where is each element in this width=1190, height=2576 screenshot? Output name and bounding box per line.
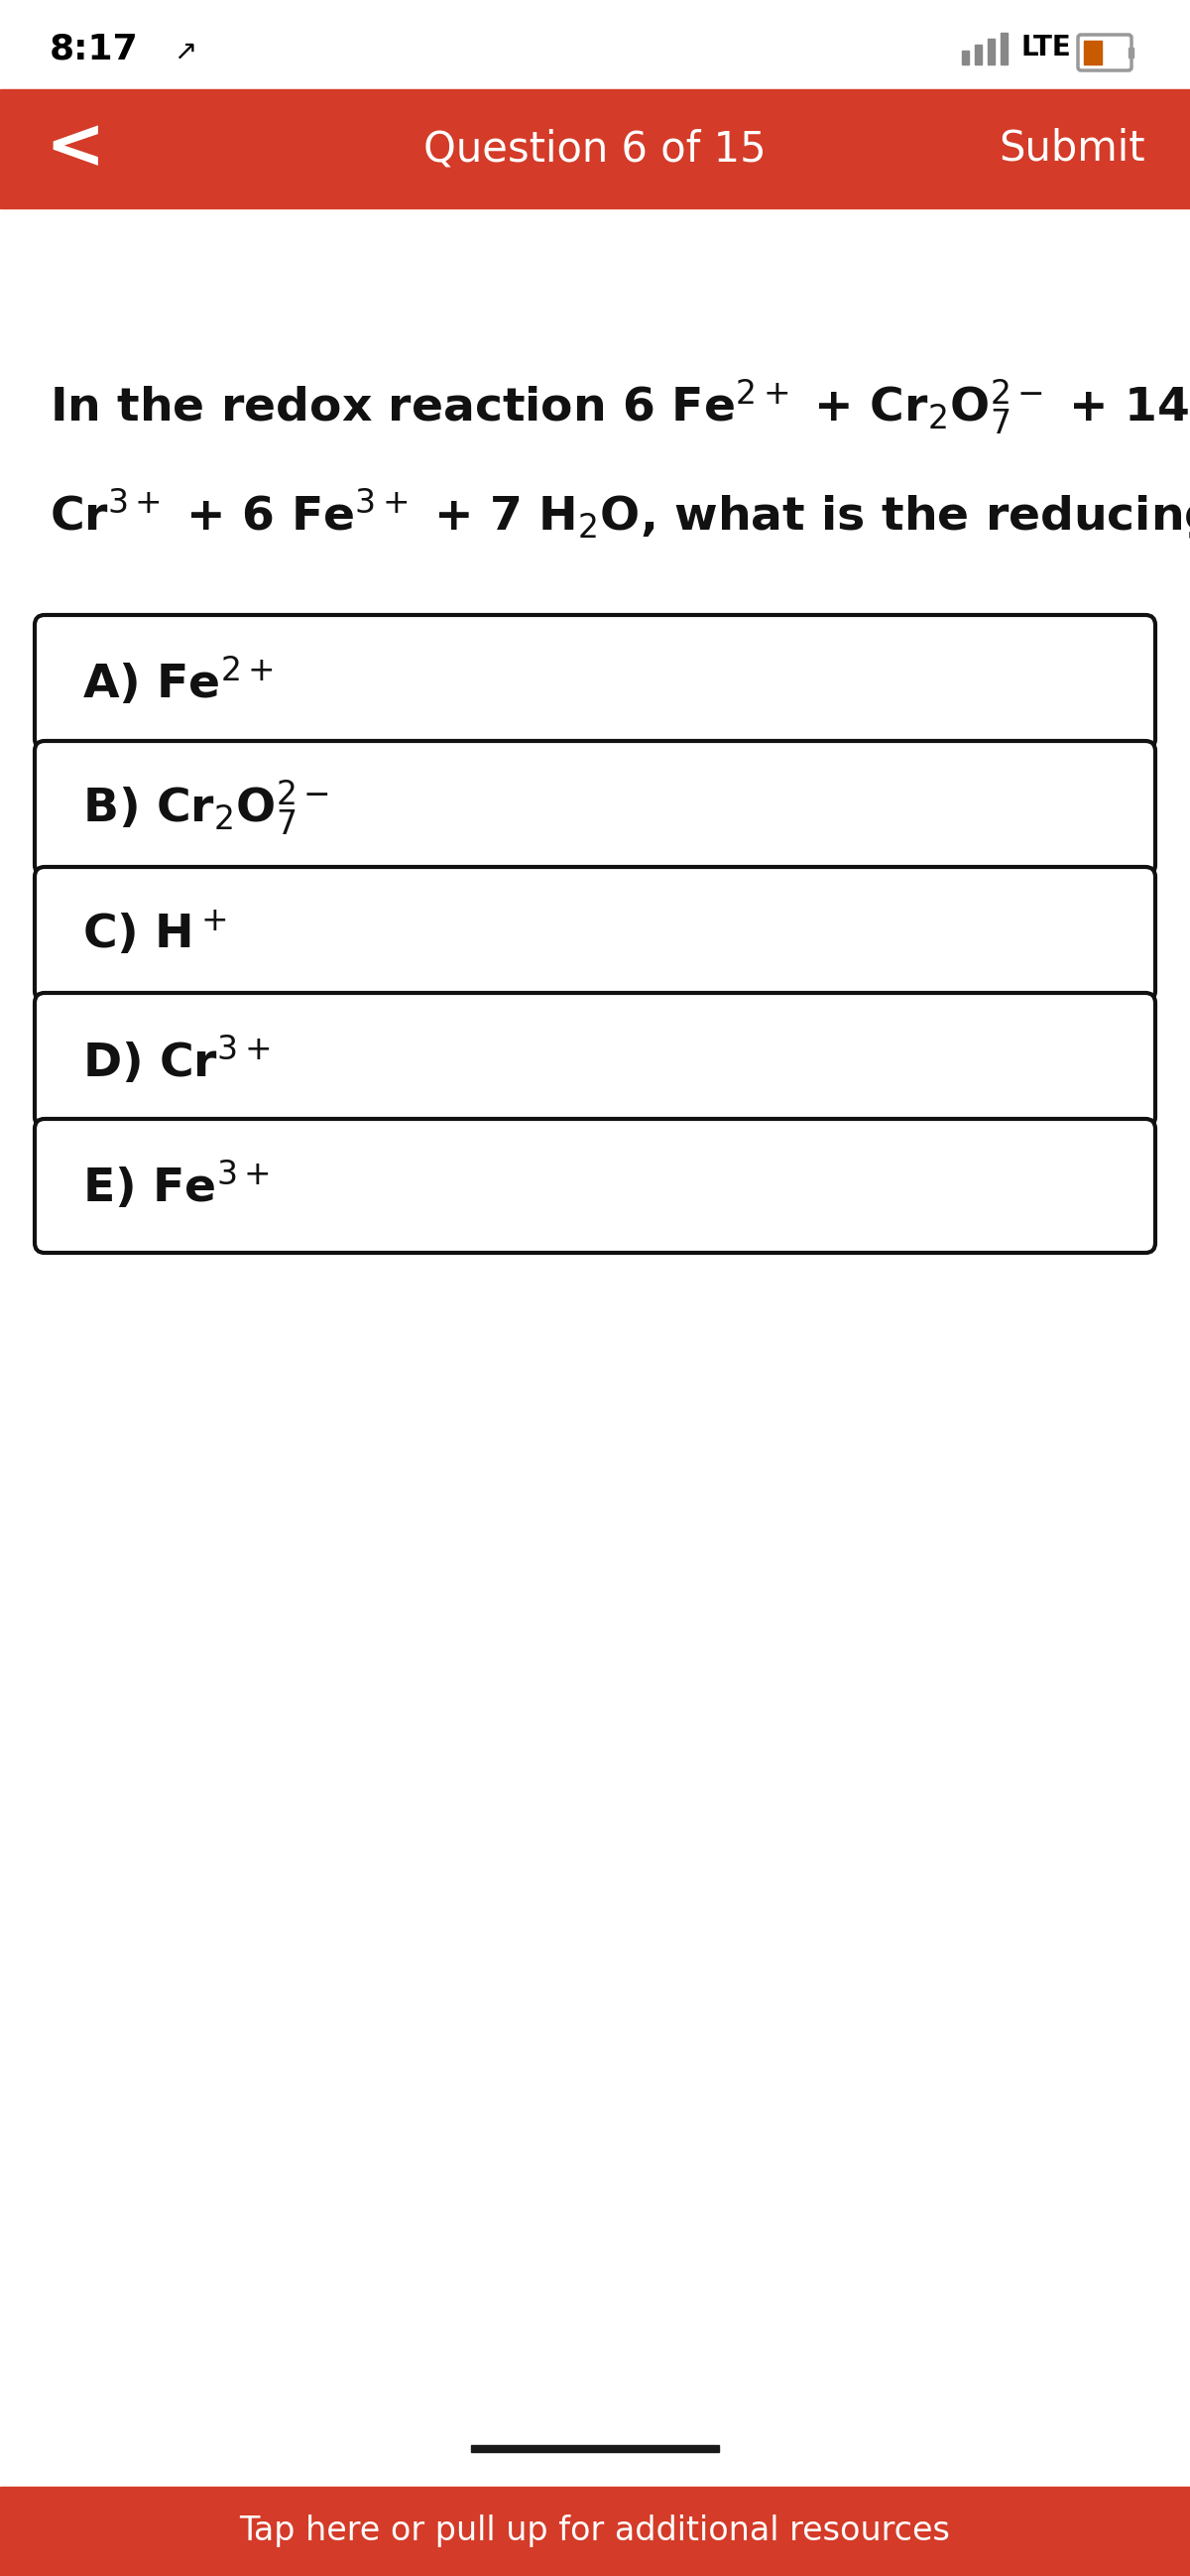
Text: E) Fe$^{3+}$: E) Fe$^{3+}$ [82, 1159, 269, 1213]
Bar [0, 90, 1190, 209]
Text: LTE: LTE [1021, 33, 1072, 62]
Text: 8:17: 8:17 [50, 33, 138, 67]
FancyBboxPatch shape [1078, 33, 1132, 70]
Text: ↗: ↗ [174, 39, 196, 64]
Text: A) Fe$^{2+}$: A) Fe$^{2+}$ [82, 657, 274, 708]
Text: B) Cr$_2$O$_7^{2-}$: B) Cr$_2$O$_7^{2-}$ [82, 778, 330, 837]
Bar [471, 2445, 719, 2452]
Bar [962, 52, 969, 64]
Bar [1128, 46, 1133, 57]
Text: Cr$^{3+}$ + 6 Fe$^{3+}$ + 7 H$_2$O, what is the reducing agent?: Cr$^{3+}$ + 6 Fe$^{3+}$ + 7 H$_2$O, what… [50, 487, 1190, 544]
Text: C) H$^+$: C) H$^+$ [82, 909, 226, 958]
FancyBboxPatch shape [35, 616, 1155, 750]
Text: Submit: Submit [998, 129, 1145, 170]
Text: <: < [45, 113, 105, 183]
Bar [988, 39, 995, 64]
Text: Question 6 of 15: Question 6 of 15 [424, 129, 766, 170]
Text: In the redox reaction 6 Fe$^{2+}$ + Cr$_2$O$_7^{2-}$ + 14 H$^+$ → 2: In the redox reaction 6 Fe$^{2+}$ + Cr$_… [50, 376, 1190, 435]
FancyBboxPatch shape [35, 1118, 1155, 1252]
FancyBboxPatch shape [35, 742, 1155, 876]
Text: D) Cr$^{3+}$: D) Cr$^{3+}$ [82, 1033, 270, 1087]
Bar [1001, 33, 1008, 64]
Bar [0, 2486, 1190, 2576]
Bar [1084, 41, 1102, 64]
FancyBboxPatch shape [35, 868, 1155, 1002]
Bar [975, 44, 982, 64]
Text: Tap here or pull up for additional resources: Tap here or pull up for additional resou… [239, 2514, 951, 2548]
FancyBboxPatch shape [35, 992, 1155, 1126]
